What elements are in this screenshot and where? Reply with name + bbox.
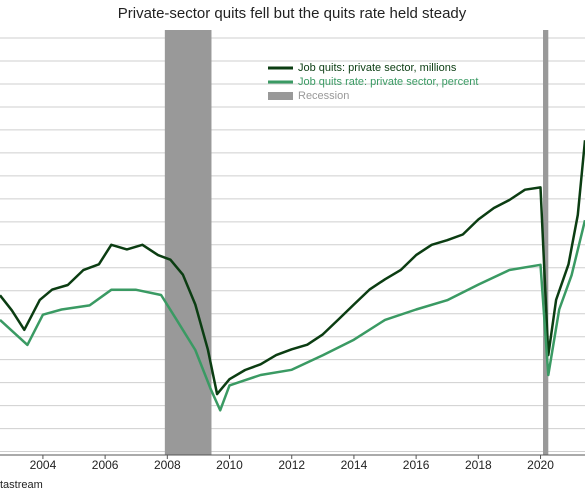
x-tick-label: 2010: [216, 458, 243, 472]
source-note: tastream: [0, 479, 43, 491]
legend-label: Job quits: private sector, millions: [298, 62, 457, 74]
x-tick-label: 2008: [154, 458, 181, 472]
x-tick-label: 2018: [465, 458, 492, 472]
legend-swatch: [268, 92, 293, 100]
legend-swatch: [268, 80, 293, 84]
legend-swatch: [268, 66, 293, 70]
x-tick-label: 2012: [278, 458, 305, 472]
legend-label: Recession: [298, 90, 349, 102]
recession-band: [164, 30, 212, 455]
series-line: [0, 219, 585, 412]
chart-title: Private-sector quits fell but the quits …: [118, 5, 467, 22]
recession-band: [543, 30, 549, 455]
x-tick-label: 2014: [341, 458, 368, 472]
x-tick-label: 2004: [30, 458, 57, 472]
series-line: [0, 140, 585, 396]
legend-label: Job quits rate: private sector, percent: [298, 76, 478, 88]
x-tick-label: 2020: [527, 458, 554, 472]
x-tick-label: 2006: [92, 458, 119, 472]
x-tick-label: 2016: [403, 458, 430, 472]
